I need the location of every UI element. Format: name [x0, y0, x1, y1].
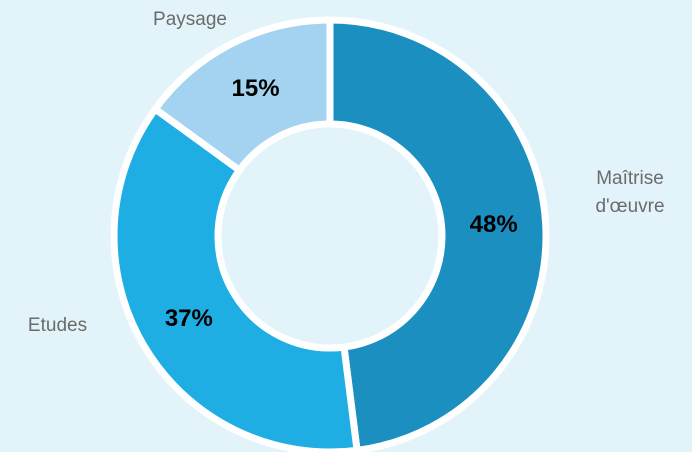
category-label: Maîtrise d'œuvre [595, 168, 665, 217]
value-label: 37% [165, 305, 213, 332]
category-label: Etudes [27, 315, 88, 336]
slice [150, 16, 334, 176]
value-label: 15% [232, 75, 280, 102]
category-label: Paysage [153, 9, 227, 30]
value-label: 48% [470, 211, 518, 238]
slice [110, 104, 361, 452]
slice [326, 16, 550, 452]
